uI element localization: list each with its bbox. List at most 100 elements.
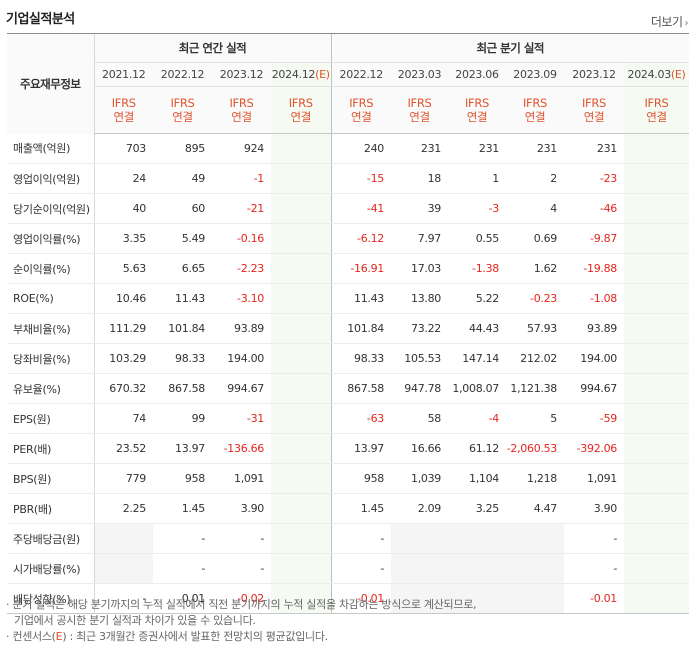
more-link[interactable]: 더보기 › bbox=[650, 13, 689, 30]
table-cell: 1.45 bbox=[153, 493, 212, 524]
table-cell: -63 bbox=[330, 403, 391, 434]
table-cell: 105.53 bbox=[391, 343, 448, 374]
row-label: 부채비율(%) bbox=[7, 313, 94, 344]
table-cell bbox=[271, 253, 331, 284]
period-header: 2024.12(E) bbox=[271, 62, 331, 87]
table-cell: 867.58 bbox=[330, 373, 391, 404]
table-cell: 39 bbox=[391, 193, 448, 224]
row-label: PBR(배) bbox=[7, 493, 94, 524]
table-row: 매출액(억원) 703 895 924 240 231 231 231 231 bbox=[7, 133, 690, 164]
table-cell: 4.47 bbox=[506, 493, 564, 524]
table-row: 당기순이익(억원) 40 60 -21 -41 39 -3 4 -46 bbox=[7, 193, 690, 224]
table-cell: -0.23 bbox=[506, 283, 564, 314]
table-cell: 2.09 bbox=[391, 493, 448, 524]
table-cell bbox=[271, 193, 331, 224]
ifrs-header: IFRS 연결 bbox=[330, 86, 391, 134]
table-cell: 23.52 bbox=[93, 433, 153, 464]
table-cell: -1 bbox=[212, 163, 271, 194]
row-label: ROE(%) bbox=[7, 283, 94, 314]
table-cell bbox=[271, 553, 331, 584]
table-cell: - bbox=[212, 553, 271, 584]
table-cell: 0.55 bbox=[448, 223, 506, 254]
table-row: 당좌비율(%) 103.29 98.33 194.00 98.33 105.53 147.1… bbox=[7, 343, 690, 374]
ifrs-label: IFRS bbox=[464, 96, 490, 110]
row-label: 당좌비율(%) bbox=[7, 343, 94, 374]
table-cell bbox=[271, 583, 331, 614]
table-cell bbox=[391, 523, 448, 554]
table-cell: - bbox=[93, 583, 153, 614]
table-cell: 194.00 bbox=[212, 343, 271, 374]
table-cell bbox=[271, 433, 331, 464]
row-label: 시가배당률(%) bbox=[7, 553, 94, 584]
table-cell bbox=[271, 283, 331, 314]
table-cell bbox=[271, 403, 331, 434]
table-cell: 3.90 bbox=[212, 493, 271, 524]
table-cell: -0.01 bbox=[330, 583, 391, 614]
table-cell: 58 bbox=[391, 403, 448, 434]
table-cell: 240 bbox=[330, 133, 391, 164]
table-cell: 924 bbox=[212, 133, 271, 164]
table-cell: 111.29 bbox=[93, 313, 153, 344]
table-cell: 867.58 bbox=[153, 373, 212, 404]
group-quarter-header: 최근 분기 실적 bbox=[330, 33, 690, 63]
note-line-3-mark: E bbox=[55, 630, 63, 643]
table-cell: -392.06 bbox=[564, 433, 624, 464]
table-cell: 1,039 bbox=[391, 463, 448, 494]
table-cell: 11.43 bbox=[330, 283, 391, 314]
consolidated-label: 연결 bbox=[290, 110, 312, 124]
table-cell: -2.23 bbox=[212, 253, 271, 284]
table-cell: 1.62 bbox=[506, 253, 564, 284]
ifrs-header: IFRS 연결 bbox=[271, 86, 331, 134]
consolidated-label: 연결 bbox=[113, 110, 135, 124]
table-cell bbox=[624, 163, 690, 194]
table-cell bbox=[448, 553, 506, 584]
row-label: 영업이익(억원) bbox=[7, 163, 94, 194]
table-row: PER(배) 23.52 13.97 -136.66 13.97 16.66 61.12 -2… bbox=[7, 433, 690, 464]
period-label: 2022.12 bbox=[339, 68, 384, 81]
label-header: 주요재무정보 bbox=[7, 33, 94, 134]
table-cell: 99 bbox=[153, 403, 212, 434]
table-cell bbox=[93, 553, 153, 584]
table-cell: 231 bbox=[506, 133, 564, 164]
table-cell: 994.67 bbox=[212, 373, 271, 404]
table-cell: 61.12 bbox=[448, 433, 506, 464]
table-cell: 958 bbox=[153, 463, 212, 494]
table-cell: -41 bbox=[330, 193, 391, 224]
table-row: 유보율(%) 670.32 867.58 994.67 867.58 947.78 1,00… bbox=[7, 373, 690, 404]
note-line-3-prefix: · 컨센서스( bbox=[6, 630, 56, 643]
table-cell bbox=[624, 313, 690, 344]
ifrs-header: IFRS 연결 bbox=[506, 86, 564, 134]
period-header: 2023.12 bbox=[212, 62, 271, 87]
period-label: 2023.12 bbox=[219, 68, 264, 81]
table-cell bbox=[271, 163, 331, 194]
ifrs-label: IFRS bbox=[349, 96, 374, 110]
table-cell: 958 bbox=[330, 463, 391, 494]
row-label: 영업이익률(%) bbox=[7, 223, 94, 254]
ifrs-header: IFRS 연결 bbox=[212, 86, 271, 134]
ifrs-header: IFRS 연결 bbox=[153, 86, 212, 134]
table-cell: 44.43 bbox=[448, 313, 506, 344]
table-cell bbox=[391, 553, 448, 584]
table-cell: -31 bbox=[212, 403, 271, 434]
section-title: 기업실적분석 bbox=[6, 12, 75, 27]
table-row: 부채비율(%) 111.29 101.84 93.89 101.84 73.22 44.43… bbox=[7, 313, 690, 344]
table-cell bbox=[624, 223, 690, 254]
table-cell: - bbox=[212, 523, 271, 554]
table-cell: -6.12 bbox=[330, 223, 391, 254]
row-label: 유보율(%) bbox=[7, 373, 94, 404]
period-header: 2021.12 bbox=[93, 62, 153, 87]
table-cell: 98.33 bbox=[153, 343, 212, 374]
ifrs-label: IFRS bbox=[288, 96, 313, 110]
table-cell: 3.35 bbox=[93, 223, 153, 254]
table-cell bbox=[271, 463, 331, 494]
table-cell: 18 bbox=[391, 163, 448, 194]
table-cell bbox=[624, 133, 690, 164]
table-cell: 3.90 bbox=[564, 493, 624, 524]
table-cell: -4 bbox=[448, 403, 506, 434]
consolidated-label: 연결 bbox=[231, 110, 252, 124]
period-label: 2022.12 bbox=[160, 68, 205, 81]
more-label[interactable]: 더보기 bbox=[650, 15, 683, 29]
ifrs-header: IFRS 연결 bbox=[391, 86, 448, 134]
period-label: 2023.12 bbox=[572, 68, 616, 81]
table-cell bbox=[271, 493, 331, 524]
